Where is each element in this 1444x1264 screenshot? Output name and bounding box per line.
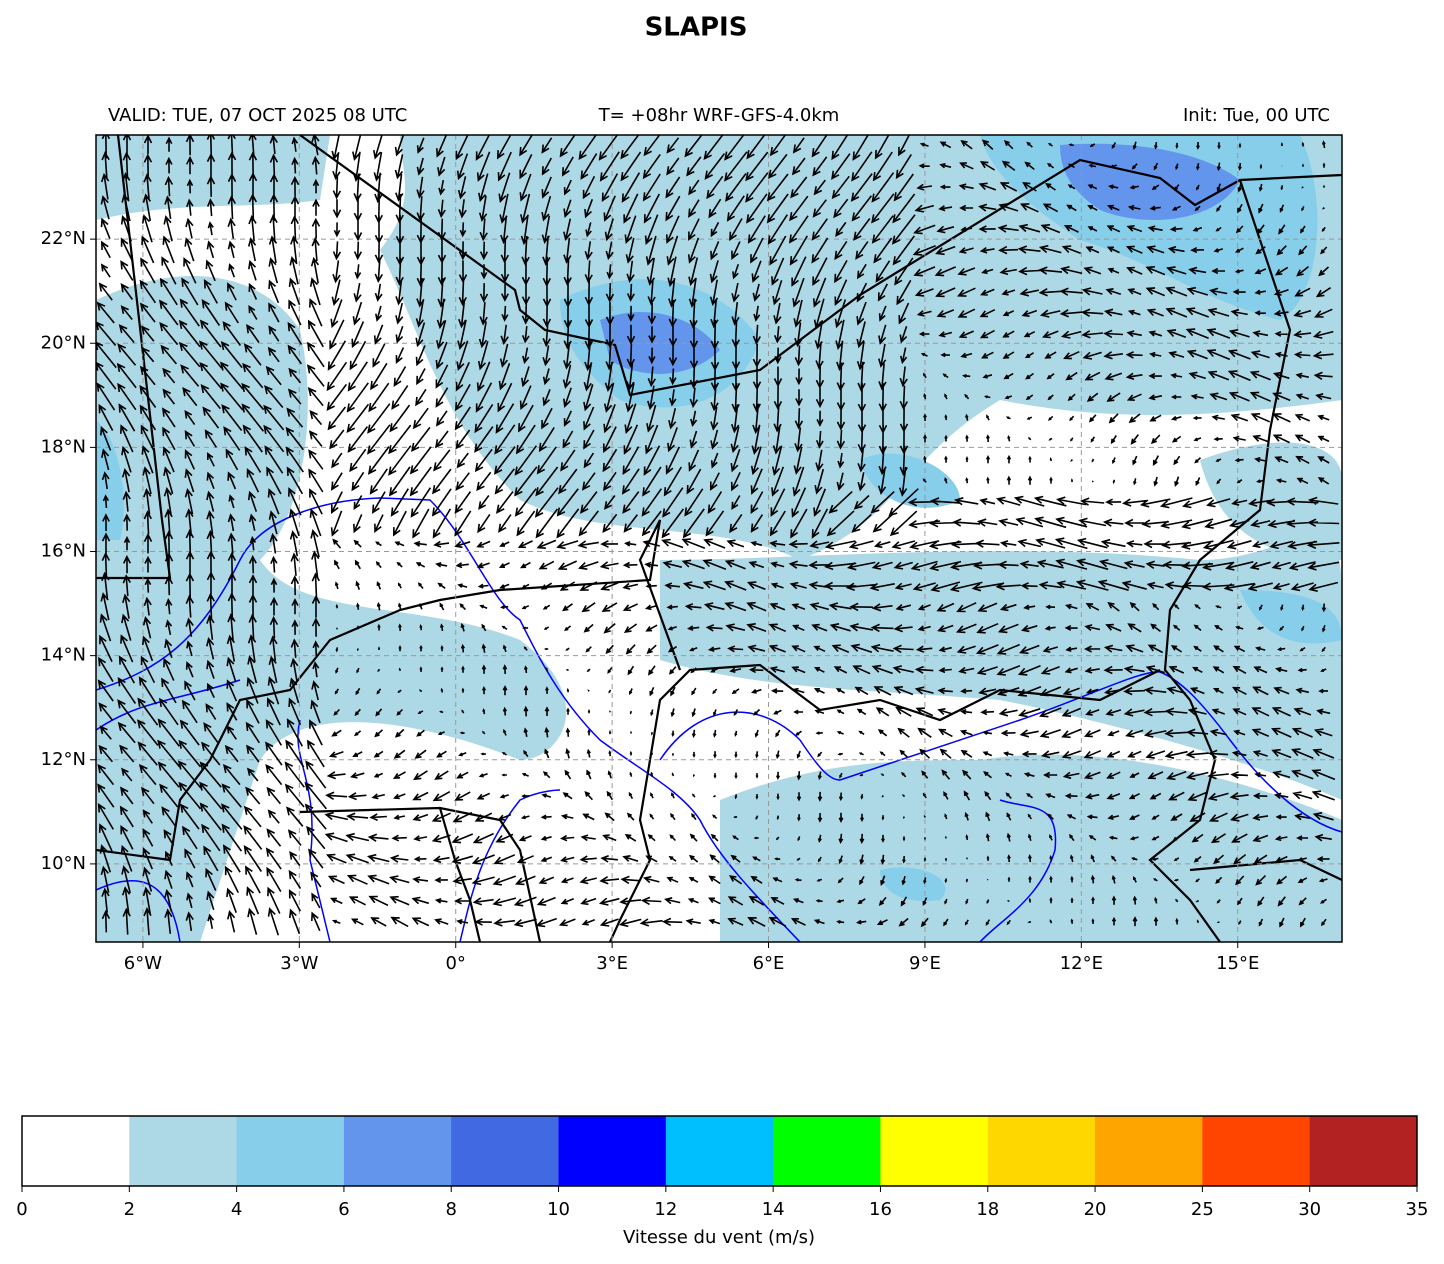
- colorbar-segment: [558, 1116, 667, 1186]
- colorbar-label: Vitesse du vent (m/s): [623, 1227, 815, 1248]
- x-tick-label: 0°: [445, 953, 465, 974]
- colorbar-tick-label: 12: [654, 1199, 677, 1220]
- colorbar-tick-label: 20: [1084, 1199, 1107, 1220]
- y-tick-label: 22°N: [41, 228, 86, 249]
- x-tick-label: 12°E: [1060, 953, 1103, 974]
- colorbar-tick-label: 35: [1406, 1199, 1429, 1220]
- colorbar-segment: [343, 1116, 452, 1186]
- wind-vectors: [96, 135, 1340, 936]
- title: SLAPIS: [645, 13, 748, 43]
- y-tick-label: 12°N: [41, 749, 86, 770]
- map-frame: [95, 134, 1343, 943]
- grid: [96, 135, 1342, 942]
- colorbar-tick-label: 18: [976, 1199, 999, 1220]
- colorbar-segment: [1202, 1116, 1311, 1186]
- colorbar-tick-label: 16: [869, 1199, 892, 1220]
- x-tick-label: 9°E: [909, 953, 941, 974]
- borders: [96, 135, 1342, 942]
- wind-shading-strong: [600, 143, 1240, 374]
- colorbar-segment: [236, 1116, 345, 1186]
- colorbar-segment: [451, 1116, 560, 1186]
- colorbar-tick-label: 6: [338, 1199, 349, 1220]
- colorbar-tick-label: 14: [762, 1199, 785, 1220]
- x-tick-label: 15°E: [1216, 953, 1259, 974]
- colorbar-tick-label: 4: [231, 1199, 242, 1220]
- colorbar-segment: [22, 1116, 130, 1186]
- colorbar-tick-label: 0: [16, 1199, 27, 1220]
- colorbar-tick-label: 10: [547, 1199, 570, 1220]
- y-tick-label: 10°N: [41, 853, 86, 874]
- colorbar-segment: [1095, 1116, 1203, 1186]
- init-time: Init: Tue, 00 UTC: [1183, 105, 1330, 126]
- x-tick-label: 3°W: [280, 953, 318, 974]
- colorbar-segment: [773, 1116, 881, 1186]
- colorbar-segment: [880, 1116, 989, 1186]
- colorbar: 0 2 4 6 8 10 12 14 16 18 20 25 30 35: [16, 1115, 1429, 1220]
- colorbar-segment: [1309, 1116, 1418, 1186]
- run-info: T= +08hr WRF-GFS-4.0km: [598, 105, 840, 126]
- valid-time: VALID: TUE, 07 OCT 2025 08 UTC: [108, 105, 407, 126]
- colorbar-tick-label: 30: [1298, 1199, 1321, 1220]
- colorbar-segment: [129, 1116, 238, 1186]
- colorbar-segment: [665, 1116, 774, 1186]
- y-tick-label: 18°N: [41, 436, 86, 457]
- colorbar-tick-label: 25: [1191, 1199, 1214, 1220]
- colorbar-tick-label: 8: [446, 1199, 457, 1220]
- y-tick-label: 16°N: [41, 541, 86, 562]
- x-tick-label: 6°W: [124, 953, 162, 974]
- colorbar-segment: [987, 1116, 1096, 1186]
- x-tick-label: 6°E: [753, 953, 785, 974]
- y-tick-label: 20°N: [41, 332, 86, 353]
- map-area: [96, 135, 1342, 942]
- colorbar-frame: [21, 1115, 1418, 1187]
- y-tick-label: 14°N: [41, 645, 86, 666]
- x-tick-label: 3°E: [596, 953, 628, 974]
- colorbar-tick-label: 2: [124, 1199, 135, 1220]
